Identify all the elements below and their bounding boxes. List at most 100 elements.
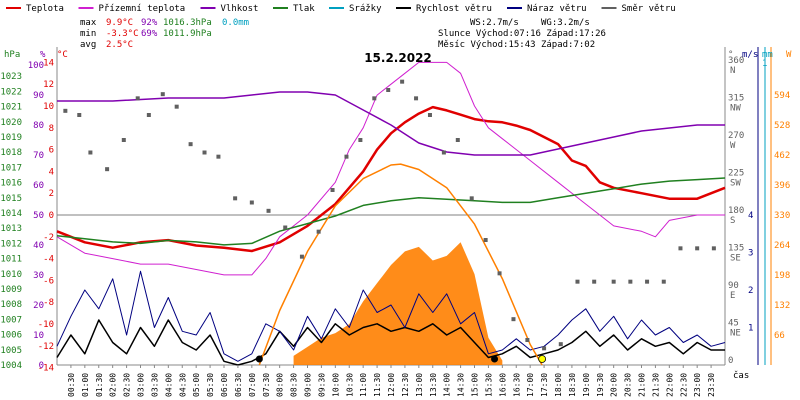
x-tick-label: 14:00 — [443, 373, 452, 397]
wind-direction-point — [88, 150, 93, 155]
ms-tick-label: 1 — [748, 324, 753, 334]
direction-tick-label: 270 — [728, 131, 744, 141]
hpa-tick-label: 1008 — [0, 300, 22, 310]
series-line-0 — [56, 105, 726, 253]
direction-compass-label: SE — [730, 254, 741, 264]
wind-direction-point — [316, 229, 321, 234]
pct-tick-label: 80 — [33, 121, 44, 131]
direction-tick-label: 315 — [728, 94, 744, 104]
wind-direction-point — [400, 79, 405, 84]
legend-label: Směr větru — [622, 4, 676, 14]
hpa-tick-label: 1009 — [0, 285, 22, 295]
wind-direction-point — [525, 338, 530, 342]
solar-radiation-area — [293, 242, 503, 365]
legend-label: Srážky — [349, 4, 382, 14]
hpa-tick-label: 1014 — [0, 209, 22, 219]
temp-tick-label: -12 — [38, 342, 54, 352]
temp-tick-label: 6 — [49, 146, 54, 156]
wind-direction-point — [216, 154, 221, 159]
axis-unit-time_label: čas — [733, 370, 749, 381]
wind-direction-point — [386, 88, 391, 92]
mm-tick-label: 1 — [762, 59, 767, 69]
x-tick-label: 22:00 — [665, 373, 674, 397]
wind-direction-point — [483, 238, 488, 242]
x-tick-label: 03:30 — [150, 373, 159, 397]
x-tick-label: 15:00 — [471, 373, 480, 397]
wind-direction-point — [121, 138, 126, 142]
wind-direction-point — [249, 200, 254, 205]
series-line-1 — [56, 61, 725, 276]
x-tick-label: 23:00 — [693, 373, 702, 397]
wind-direction-point — [469, 196, 474, 201]
wind-direction-point — [497, 271, 502, 276]
direction-compass-label: W — [730, 141, 736, 151]
wind-direction-point — [174, 104, 179, 109]
sunset-marker — [538, 355, 547, 363]
stat-sun: Slunce Východ:07:16 Západ:17:26 — [438, 29, 606, 39]
pct-tick-label: 40 — [33, 241, 44, 251]
stat-avg-label: avg — [80, 40, 96, 50]
x-tick-label: 20:00 — [610, 373, 619, 397]
direction-tick-label: 360 — [728, 56, 744, 66]
x-tick-label: 20:30 — [624, 373, 633, 397]
x-tick-label: 16:30 — [512, 373, 521, 397]
axis-unit-hpa_label: hPa — [4, 50, 20, 60]
legend-label: Náraz větru — [527, 4, 587, 14]
hpa-tick-label: 1012 — [0, 239, 22, 249]
x-tick-label: 10:30 — [345, 373, 354, 397]
wind-direction-point — [628, 279, 633, 284]
wind-direction-point — [77, 113, 82, 117]
legend-label: Rychlost větru — [416, 4, 492, 14]
wind-direction-point — [358, 138, 363, 142]
stat-max-label: max — [80, 18, 97, 28]
temp-tick-label: 12 — [43, 80, 54, 90]
wind-direction-point — [188, 142, 193, 147]
wind-direction-point — [330, 188, 335, 192]
hpa-tick-label: 1007 — [0, 315, 22, 325]
direction-tick-label: 180 — [728, 206, 744, 216]
legend-label: Teplota — [26, 4, 64, 14]
direction-tick-label: 135 — [728, 244, 744, 254]
wind-direction-point — [695, 246, 700, 251]
stat-max-temp: 9.9°C — [106, 18, 133, 28]
pct-tick-label: 50 — [33, 211, 44, 221]
x-tick-label: 07:00 — [248, 373, 257, 397]
hpa-tick-label: 1013 — [0, 224, 22, 234]
x-tick-label: 01:30 — [95, 373, 104, 397]
direction-compass-label: NW — [730, 104, 741, 114]
direction-tick-label: 0 — [728, 356, 733, 366]
series-line-3 — [56, 177, 726, 246]
x-tick-label: 04:00 — [164, 373, 173, 397]
temp-tick-label: -6 — [43, 276, 54, 286]
ms-tick-label: 2 — [748, 286, 753, 296]
hpa-tick-label: 1022 — [0, 87, 22, 97]
axis-unit-temp_label: °C — [57, 50, 68, 60]
x-tick-label: 12:00 — [387, 373, 396, 397]
stat-moon: Měsíc Východ:15:43 Západ:7:02 — [438, 40, 595, 50]
pct-tick-label: 30 — [33, 271, 44, 281]
legend-label: Přízemní teplota — [99, 4, 186, 14]
stat-max-rain: 0.0mm — [222, 18, 249, 28]
x-tick-label: 08:30 — [290, 373, 299, 397]
sunrise-marker — [255, 355, 263, 363]
x-tick-label: 19:00 — [582, 373, 591, 397]
w-tick-label: 462 — [774, 151, 790, 161]
axis-unit-mm_label: mm — [762, 50, 773, 60]
wind-direction-point — [414, 96, 419, 101]
stat-max-hum: 92% — [141, 18, 158, 28]
stat-avg-temp: 2.5°C — [106, 40, 133, 50]
temp-tick-label: -2 — [43, 233, 54, 243]
x-tick-label: 09:30 — [317, 373, 326, 397]
wind-direction-point — [611, 279, 616, 284]
pct-tick-label: 70 — [33, 151, 44, 161]
x-tick-label: 02:30 — [123, 373, 132, 397]
direction-tick-label: 225 — [728, 169, 744, 179]
x-tick-label: 06:30 — [234, 373, 243, 397]
series-line-4 — [56, 319, 725, 366]
axis-unit-w_label: W — [786, 50, 792, 60]
w-tick-label: 396 — [774, 181, 790, 191]
wind-direction-point — [711, 246, 716, 251]
w-tick-label: 198 — [774, 271, 790, 281]
direction-compass-label: E — [730, 291, 735, 301]
wind-direction-point — [427, 113, 432, 117]
